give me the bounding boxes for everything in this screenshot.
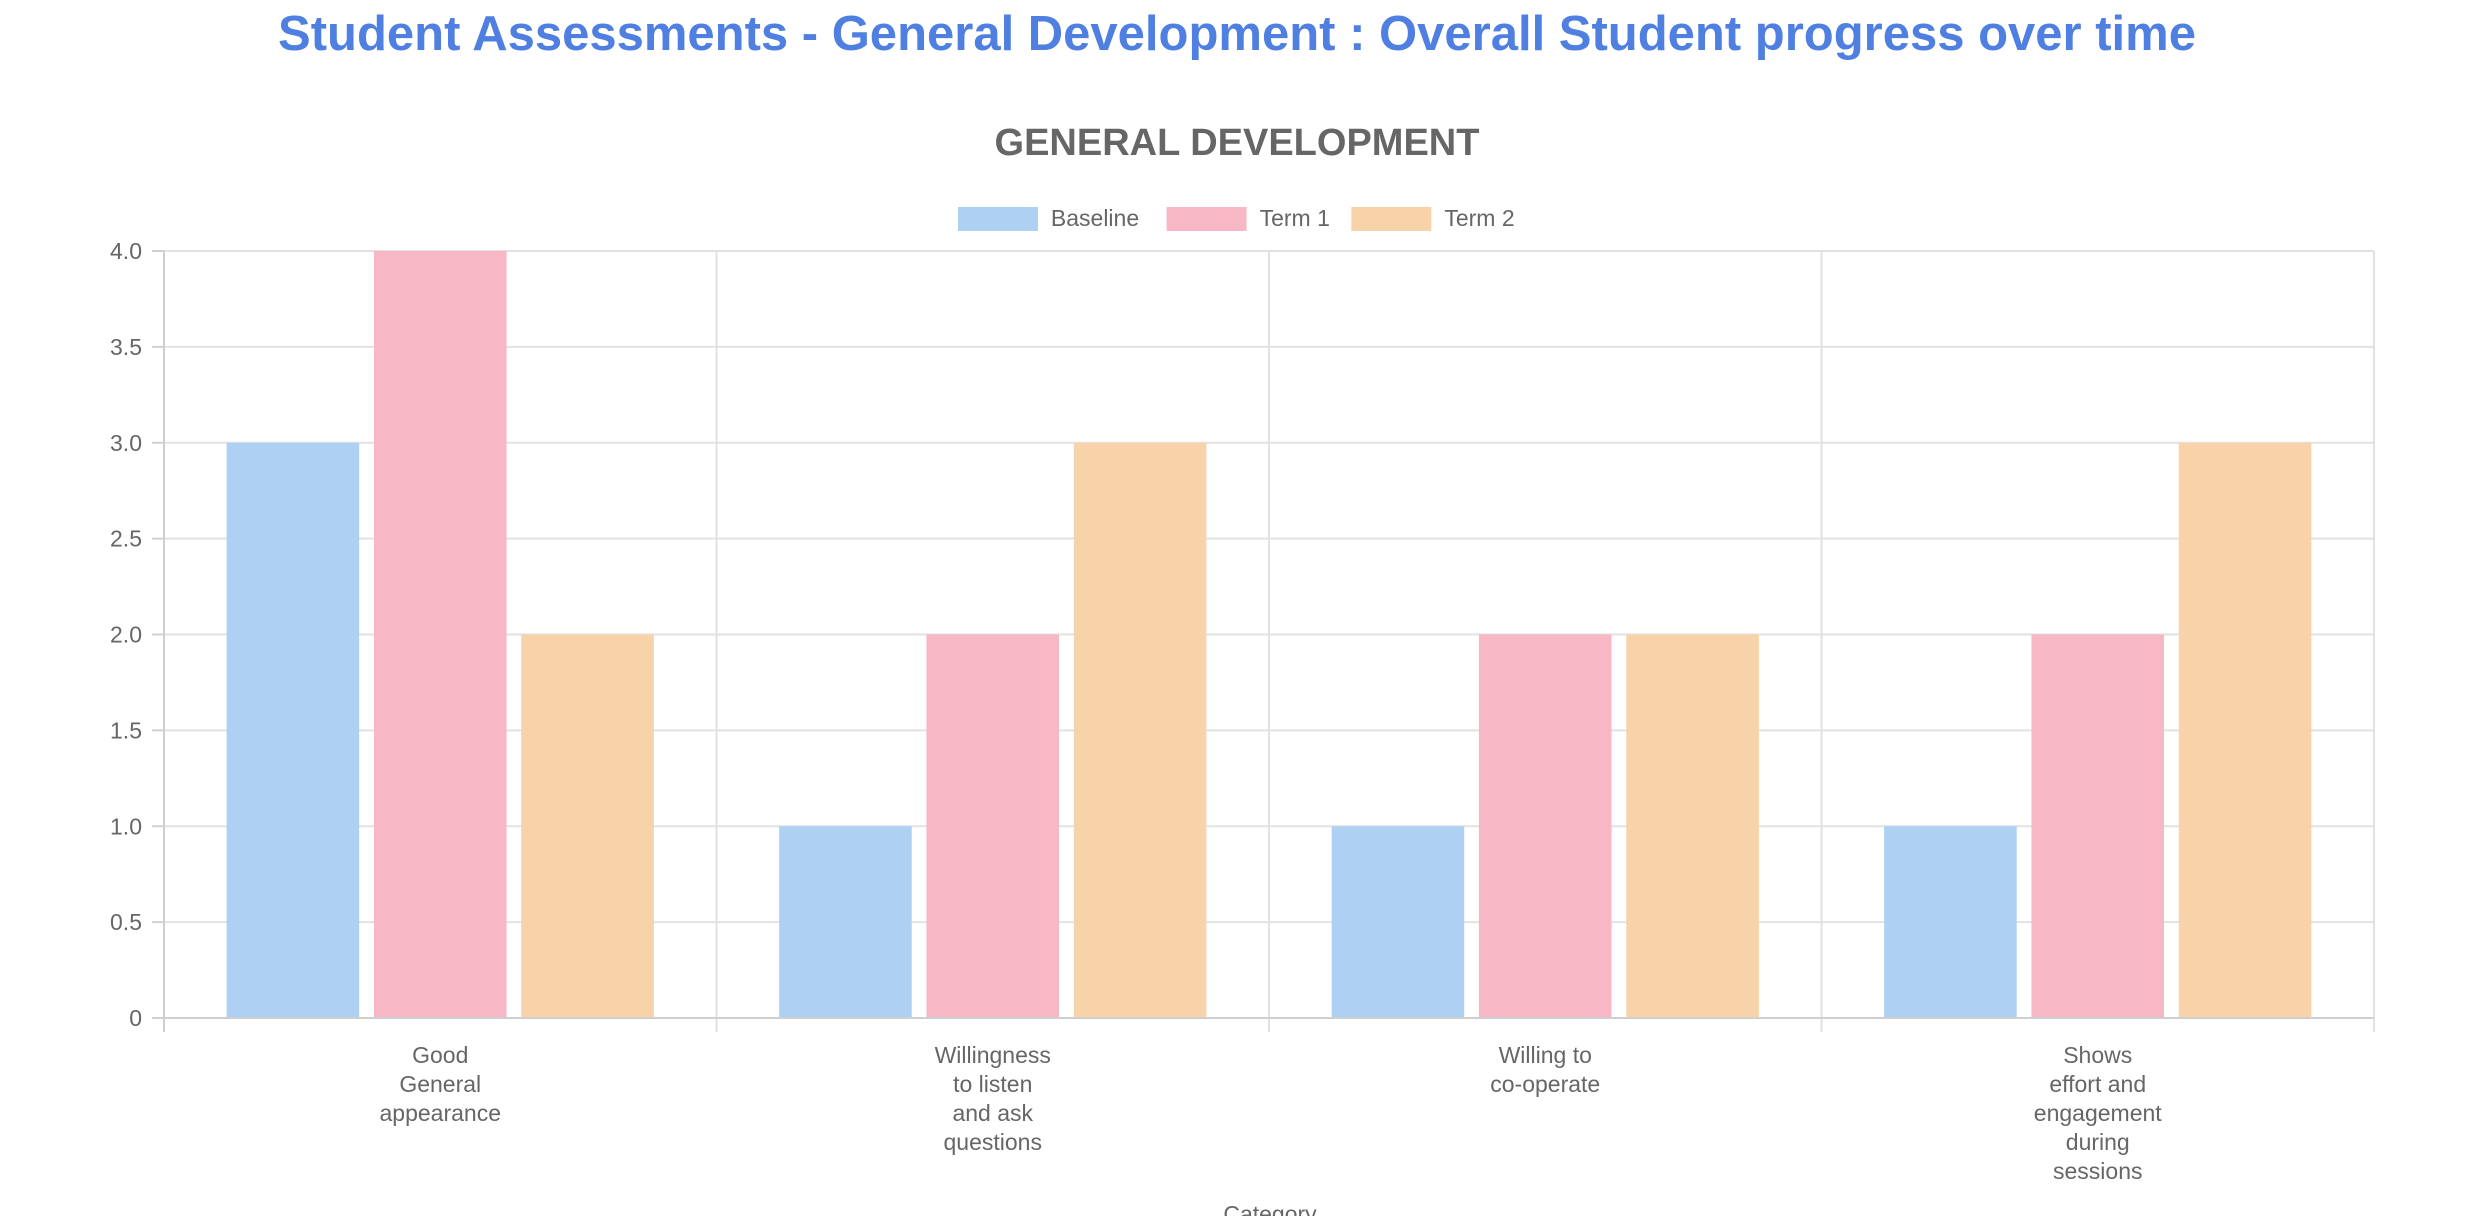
bar-term-1[interactable]: [1478, 634, 1612, 1019]
chart-title: GENERAL DEVELOPMENT: [995, 122, 1480, 164]
bar-term-2[interactable]: [1626, 634, 1759, 1019]
y-tick-label: 1.0: [110, 813, 142, 839]
y-tick-label: 4.0: [110, 238, 142, 264]
bar-term-2[interactable]: [2178, 442, 2312, 1018]
y-tick-label: 0.5: [110, 909, 142, 935]
legend-item-term-2[interactable]: Term 2: [1351, 205, 1515, 231]
bar-term-2[interactable]: [521, 634, 654, 1019]
x-tick-label: Willing to co-operate: [1490, 1042, 1600, 1097]
y-tick-label: 2.0: [110, 622, 142, 648]
legend-swatch: [957, 207, 1038, 231]
y-tick-label: 3.5: [110, 334, 142, 360]
y-tick-label: 3.0: [110, 430, 142, 456]
x-axis-label: Category: [1223, 1201, 1317, 1216]
x-tick-label: Shows effort and engagement during sessions: [2034, 1042, 2162, 1184]
bar-baseline[interactable]: [779, 826, 912, 1018]
y-tick-label: 2.5: [110, 526, 142, 552]
legend-swatch: [1351, 207, 1432, 231]
y-axis-ticks: 0 0.5 1.0 1.5 2.0 2.5 3.0 3.5 4.0: [110, 238, 142, 1031]
y-tick-label: 0: [129, 1005, 142, 1031]
legend-label: Term 1: [1260, 205, 1330, 231]
axes: [163, 251, 2374, 1032]
y-tick-label: 1.5: [110, 717, 142, 743]
bar-term-1[interactable]: [926, 634, 1060, 1019]
x-axis-ticks: Good General appearance Willingness to liste…: [380, 1042, 2163, 1184]
legend-item-term-1[interactable]: Term 1: [1166, 205, 1330, 231]
bar-term-1[interactable]: [2031, 634, 2165, 1019]
legend[interactable]: Baseline Term 1 Term 2: [957, 205, 1515, 231]
bar-baseline[interactable]: [1331, 826, 1465, 1018]
bar-baseline[interactable]: [1884, 826, 2017, 1018]
bar-baseline[interactable]: [226, 442, 360, 1018]
bars: [226, 251, 2312, 1019]
legend-item-baseline[interactable]: Baseline: [957, 205, 1139, 231]
legend-label: Term 2: [1444, 205, 1514, 231]
legend-swatch: [1166, 207, 1247, 231]
legend-label: Baseline: [1051, 205, 1139, 231]
bar-term-2[interactable]: [1073, 442, 1207, 1018]
page-title: Student Assessments - General Developmen…: [278, 7, 2196, 61]
x-tick-label: Willingness to listen and ask questions: [935, 1042, 1051, 1155]
x-tick-label: Good General appearance: [380, 1042, 502, 1126]
bar-term-1[interactable]: [373, 251, 507, 1018]
